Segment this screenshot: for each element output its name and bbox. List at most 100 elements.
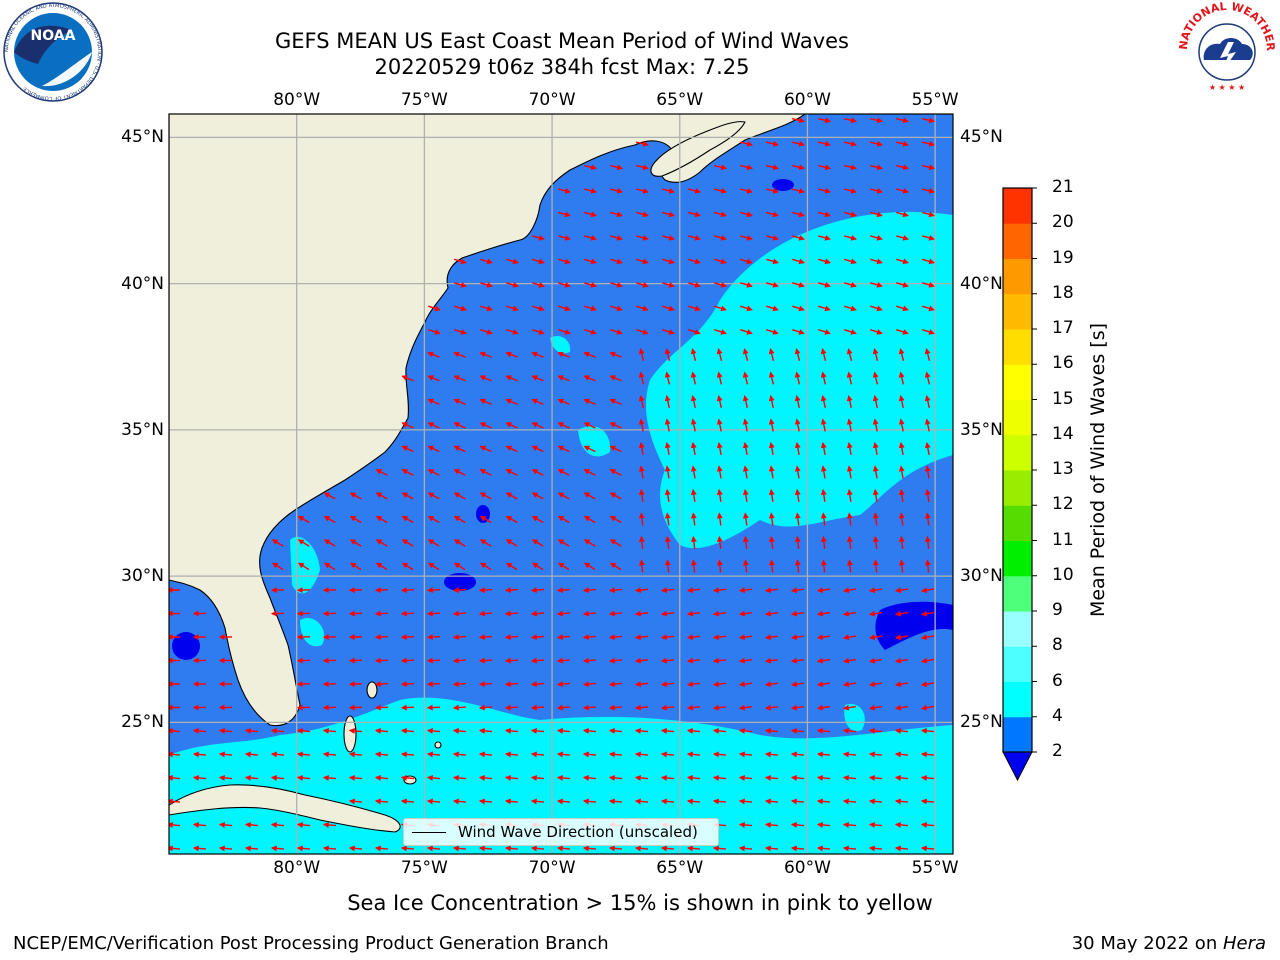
wave-direction-arrow: [400, 798, 415, 805]
legend-line-swatch: [412, 831, 446, 833]
wave-direction-arrow: [322, 821, 337, 828]
wave-direction-arrow: [270, 774, 285, 781]
wave-direction-arrow: [375, 515, 388, 524]
wave-direction-arrow: [348, 798, 363, 805]
wave-direction-arrow: [872, 371, 879, 385]
wave-direction-arrow: [688, 187, 701, 194]
wave-direction-arrow: [896, 187, 909, 194]
wave-direction-arrow: [686, 798, 701, 805]
wave-direction-arrow: [868, 681, 883, 688]
lon-label-bottom: 80°W: [273, 858, 321, 878]
wave-direction-arrow: [712, 587, 727, 594]
wave-direction-arrow: [792, 282, 805, 288]
wave-direction-arrow: [401, 492, 414, 500]
wave-direction-arrow: [688, 211, 701, 218]
wave-direction-arrow: [716, 512, 723, 526]
wave-direction-arrow: [609, 375, 622, 382]
wave-direction-arrow: [764, 657, 779, 664]
wave-direction-arrow: [742, 418, 749, 432]
wave-direction-arrow: [690, 348, 697, 361]
wave-direction-arrow: [662, 282, 675, 288]
wave-direction-arrow: [453, 351, 466, 358]
wave-direction-arrow: [844, 164, 857, 171]
colorbar-tick-label: 12: [1052, 494, 1074, 515]
wave-direction-arrow: [634, 727, 649, 734]
bahamas-islands: [343, 715, 357, 753]
wave-direction-arrow: [244, 821, 259, 828]
wave-direction-arrow: [846, 488, 853, 503]
wave-direction-arrow: [478, 704, 493, 711]
wave-direction-arrow: [742, 559, 749, 573]
wave-direction-arrow: [872, 559, 879, 573]
wave-direction-arrow: [894, 704, 909, 711]
wave-direction-arrow: [426, 774, 441, 781]
wave-direction-arrow: [479, 422, 492, 429]
wave-direction-arrow: [401, 422, 414, 429]
wave-direction-arrow: [714, 258, 727, 265]
wave-direction-arrow: [480, 305, 493, 312]
wave-direction-arrow: [924, 559, 931, 573]
wave-direction-arrow: [478, 587, 493, 594]
wave-direction-arrow: [714, 282, 727, 288]
wave-direction-arrow: [738, 587, 753, 594]
wave-direction-arrow: [506, 258, 519, 265]
wave-direction-arrow: [842, 845, 857, 852]
wave-direction-arrow: [690, 512, 697, 526]
colorbar-tick-label: 21: [1052, 177, 1074, 197]
wave-direction-arrow: [504, 727, 519, 734]
wave-direction-arrow: [738, 845, 753, 852]
wave-direction-arrow: [742, 394, 749, 409]
wave-direction-arrow: [452, 704, 467, 711]
wave-direction-arrow: [716, 371, 723, 385]
wave-direction-arrow: [532, 235, 545, 241]
wave-direction-arrow: [504, 657, 519, 664]
wave-direction-arrow: [610, 211, 623, 218]
wave-direction-arrow: [820, 394, 827, 409]
colorbar-segment: [1003, 646, 1032, 682]
wave-direction-arrow: [583, 515, 596, 524]
wave-direction-arrow: [896, 282, 909, 288]
wave-direction-arrow: [872, 488, 879, 503]
period-below-2-patches: [172, 179, 953, 660]
wave-direction-arrow: [582, 587, 597, 594]
wave-direction-arrow: [428, 305, 441, 312]
wave-direction-arrow: [794, 559, 801, 573]
lon-label-bottom: 75°W: [400, 858, 448, 878]
lat-label-right: 25°N: [960, 712, 1003, 733]
wave-direction-arrow: [218, 845, 233, 852]
lon-label-bottom: 70°W: [528, 858, 576, 878]
wave-direction-arrow: [297, 539, 310, 547]
wave-direction-arrow: [504, 774, 519, 781]
wave-direction-arrow: [895, 140, 909, 147]
wave-direction-arrow: [638, 394, 645, 409]
wave-direction-arrow: [894, 610, 909, 617]
colorbar-tick-label: 11: [1052, 529, 1074, 550]
wave-direction-arrow: [608, 681, 623, 688]
wave-direction-arrow: [608, 774, 623, 781]
wave-direction-arrow: [636, 282, 649, 288]
wave-direction-arrow: [764, 681, 779, 688]
wave-direction-arrow: [557, 515, 570, 524]
wave-direction-arrow: [820, 559, 827, 573]
wave-direction-arrow: [790, 610, 805, 617]
wave-direction-arrow: [794, 348, 801, 361]
wave-direction-arrow: [818, 187, 831, 194]
wave-direction-arrow: [530, 727, 545, 734]
wave-direction-arrow: [921, 140, 935, 147]
legend-label: Wind Wave Direction (unscaled): [458, 823, 698, 841]
wave-direction-arrow: [349, 539, 362, 547]
wave-direction-arrow: [192, 821, 207, 828]
wave-direction-arrow: [427, 539, 440, 547]
wave-direction-arrow: [400, 587, 415, 594]
wave-direction-arrow: [506, 328, 519, 335]
wave-direction-arrow: [296, 751, 311, 758]
wave-direction-arrow: [844, 282, 857, 288]
wave-direction-arrow: [426, 681, 441, 688]
lat-label-left: 30°N: [121, 566, 164, 587]
wave-direction-arrow: [766, 305, 779, 312]
wave-direction-arrow: [768, 535, 775, 550]
wave-direction-arrow: [790, 657, 805, 664]
wave-direction-arrow: [688, 282, 701, 288]
wave-direction-arrow: [742, 348, 749, 361]
wave-direction-arrow: [846, 348, 853, 361]
